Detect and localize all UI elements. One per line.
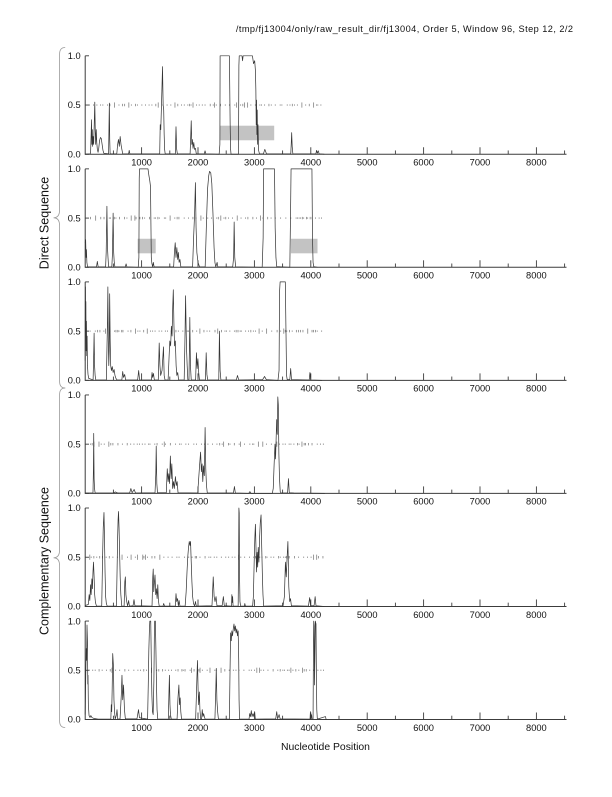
svg-text:2000: 2000 <box>188 610 209 620</box>
svg-text:0.5: 0.5 <box>68 552 81 562</box>
svg-text:8000: 8000 <box>526 158 547 168</box>
svg-text:5000: 5000 <box>357 610 378 620</box>
svg-text:3000: 3000 <box>244 384 265 394</box>
svg-text:2000: 2000 <box>188 384 209 394</box>
svg-text:6000: 6000 <box>413 610 434 620</box>
svg-text:5000: 5000 <box>357 384 378 394</box>
svg-text:3000: 3000 <box>244 610 265 620</box>
svg-text:5000: 5000 <box>357 271 378 281</box>
svg-text:2000: 2000 <box>188 271 209 281</box>
svg-text:1.0: 1.0 <box>68 51 81 61</box>
svg-text:0.0: 0.0 <box>68 149 81 159</box>
svg-text:3000: 3000 <box>244 158 265 168</box>
svg-text:/tmp/fj13004/only/raw_result_d: /tmp/fj13004/only/raw_result_dir/fj13004… <box>236 24 574 34</box>
svg-text:0.0: 0.0 <box>68 489 81 499</box>
svg-text:6000: 6000 <box>413 497 434 507</box>
svg-text:4000: 4000 <box>300 610 321 620</box>
svg-text:5000: 5000 <box>357 497 378 507</box>
svg-text:0.0: 0.0 <box>68 263 81 273</box>
svg-text:6000: 6000 <box>413 384 434 394</box>
svg-text:0.0: 0.0 <box>68 376 81 386</box>
svg-text:4000: 4000 <box>300 271 321 281</box>
svg-text:7000: 7000 <box>470 384 491 394</box>
svg-text:4000: 4000 <box>300 723 321 733</box>
svg-text:Direct Sequence: Direct Sequence <box>37 177 51 269</box>
svg-text:8000: 8000 <box>526 384 547 394</box>
svg-text:1.0: 1.0 <box>68 390 81 400</box>
svg-text:1000: 1000 <box>131 497 152 507</box>
svg-text:0.5: 0.5 <box>68 665 81 675</box>
svg-text:4000: 4000 <box>300 497 321 507</box>
svg-text:4000: 4000 <box>300 158 321 168</box>
svg-text:7000: 7000 <box>470 271 491 281</box>
svg-text:1.0: 1.0 <box>68 164 81 174</box>
svg-text:1.0: 1.0 <box>68 277 81 287</box>
svg-text:1000: 1000 <box>131 158 152 168</box>
svg-text:0.5: 0.5 <box>68 213 81 223</box>
svg-text:Complementary Sequence: Complementary Sequence <box>37 487 51 635</box>
svg-text:0.5: 0.5 <box>68 439 81 449</box>
svg-text:6000: 6000 <box>413 158 434 168</box>
svg-text:5000: 5000 <box>357 723 378 733</box>
svg-text:1.0: 1.0 <box>68 503 81 513</box>
svg-text:0.5: 0.5 <box>68 100 81 110</box>
svg-text:8000: 8000 <box>526 610 547 620</box>
svg-text:4000: 4000 <box>300 384 321 394</box>
svg-text:Nucleotide Position: Nucleotide Position <box>281 742 370 753</box>
svg-text:6000: 6000 <box>413 723 434 733</box>
svg-text:2000: 2000 <box>188 497 209 507</box>
svg-text:8000: 8000 <box>526 723 547 733</box>
svg-text:1000: 1000 <box>131 723 152 733</box>
svg-text:2000: 2000 <box>188 723 209 733</box>
svg-text:7000: 7000 <box>470 723 491 733</box>
svg-text:3000: 3000 <box>244 497 265 507</box>
svg-text:1000: 1000 <box>131 384 152 394</box>
svg-text:5000: 5000 <box>357 158 378 168</box>
svg-text:2000: 2000 <box>188 158 209 168</box>
svg-text:7000: 7000 <box>470 158 491 168</box>
svg-text:3000: 3000 <box>244 723 265 733</box>
svg-text:1.0: 1.0 <box>68 616 81 626</box>
svg-text:0.5: 0.5 <box>68 326 81 336</box>
svg-text:0.0: 0.0 <box>68 602 81 612</box>
svg-text:3000: 3000 <box>244 271 265 281</box>
svg-text:0.0: 0.0 <box>68 715 81 725</box>
svg-text:7000: 7000 <box>470 610 491 620</box>
svg-text:8000: 8000 <box>526 271 547 281</box>
svg-text:1000: 1000 <box>131 610 152 620</box>
svg-text:6000: 6000 <box>413 271 434 281</box>
svg-text:1000: 1000 <box>131 271 152 281</box>
svg-text:7000: 7000 <box>470 497 491 507</box>
svg-text:8000: 8000 <box>526 497 547 507</box>
